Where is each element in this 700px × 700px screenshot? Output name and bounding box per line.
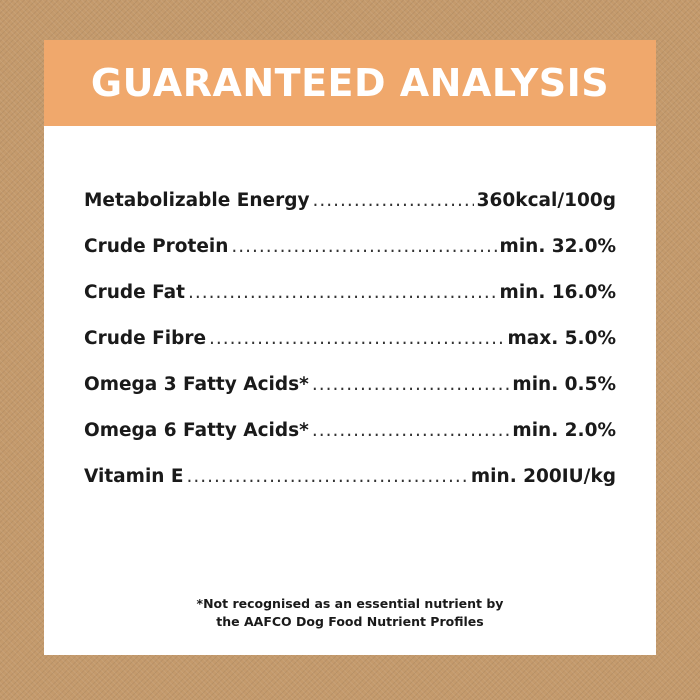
row-value: 360kcal/100g [476,190,616,211]
analysis-row-crude-protein: Crude Protein min. 32.0% [84,236,616,282]
dot-leader [313,190,474,211]
footnote: *Not recognised as an essential nutrient… [44,595,656,631]
dot-leader [188,282,497,303]
dot-leader [209,328,505,349]
row-value: min. 2.0% [512,420,616,441]
row-value: min. 32.0% [499,236,616,257]
analysis-row-crude-fibre: Crude Fibre max. 5.0% [84,328,616,374]
analysis-panel: GUARANTEED ANALYSIS Metabolizable Energy… [44,40,656,655]
row-label: Crude Fibre [84,328,206,349]
row-value: max. 5.0% [507,328,616,349]
footnote-line-2: the AAFCO Dog Food Nutrient Profiles [216,614,484,629]
analysis-row-metabolizable-energy: Metabolizable Energy 360kcal/100g [84,190,616,236]
dot-leader [231,236,496,257]
row-value: min. 16.0% [499,282,616,303]
dot-leader [312,420,510,441]
footnote-line-1: *Not recognised as an essential nutrient… [196,596,504,611]
row-value: min. 0.5% [512,374,616,395]
row-label: Crude Protein [84,236,229,257]
row-label: Metabolizable Energy [84,190,310,211]
analysis-row-omega-6: Omega 6 Fatty Acids* min. 2.0% [84,420,616,466]
analysis-table: Metabolizable Energy 360kcal/100g Crude … [84,190,616,512]
row-label: Crude Fat [84,282,185,303]
analysis-row-vitamin-e: Vitamin E min. 200IU/kg [84,466,616,512]
dot-leader [187,466,468,487]
analysis-row-omega-3: Omega 3 Fatty Acids* min. 0.5% [84,374,616,420]
row-label: Omega 3 Fatty Acids* [84,374,309,395]
row-label: Vitamin E [84,466,184,487]
page-title: GUARANTEED ANALYSIS [90,61,610,105]
dot-leader [312,374,510,395]
header-band: GUARANTEED ANALYSIS [44,40,656,126]
row-label: Omega 6 Fatty Acids* [84,420,309,441]
analysis-row-crude-fat: Crude Fat min. 16.0% [84,282,616,328]
row-value: min. 200IU/kg [470,466,616,487]
